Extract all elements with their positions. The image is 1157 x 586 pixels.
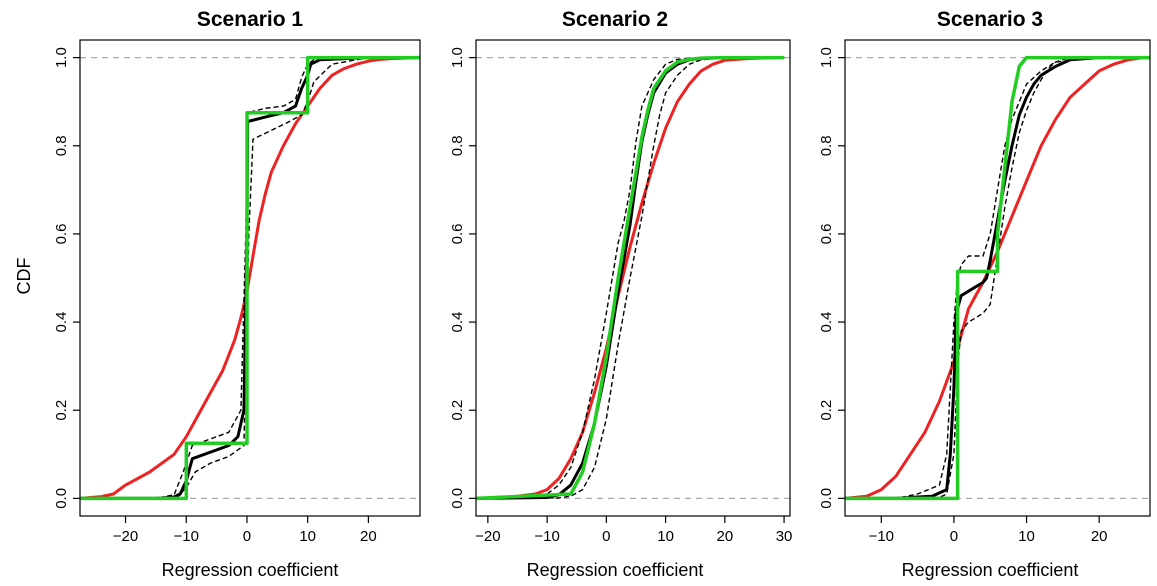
- series-line: [476, 55, 785, 501]
- x-tick-label: 10: [299, 528, 316, 545]
- y-tick-label: 0.6: [449, 223, 466, 244]
- y-tick-label: 0.6: [818, 223, 835, 244]
- series-line: [845, 55, 1150, 501]
- series-line: [476, 56, 785, 500]
- series-line: [845, 56, 1143, 500]
- x-tick-label: −10: [534, 528, 559, 545]
- series-line: [845, 56, 1143, 500]
- series-line: [476, 56, 785, 500]
- x-tick-label: 20: [1091, 528, 1108, 545]
- x-tick-label: −10: [174, 528, 199, 545]
- series-line: [80, 55, 420, 501]
- y-tick-label: 1.0: [818, 47, 835, 68]
- panel-title: Scenario 3: [937, 8, 1043, 31]
- y-tick-label: 0.0: [449, 488, 466, 509]
- panel-scenario-3: Scenario 3 Regression coefficient −10 0 10…: [818, 8, 1151, 580]
- series-line: [476, 56, 773, 500]
- series-line: [80, 56, 418, 500]
- y-tick-label: 0.2: [449, 400, 466, 421]
- series-group: [476, 55, 785, 501]
- plot-frame: [844, 39, 1151, 517]
- y-tick-label: 0.2: [53, 400, 70, 421]
- y-tick-label: 0.6: [53, 223, 70, 244]
- panel-title: Scenario 1: [197, 8, 304, 31]
- x-tick-label: 0: [243, 528, 251, 545]
- y-tick-label: 0.4: [818, 312, 835, 333]
- x-tick-label: 0: [950, 528, 958, 545]
- x-tick-label: −20: [113, 528, 138, 545]
- plot-area: −20 −10 0 10 20 30 0.0 0.2 0.4 0.6 0.8 1.0: [449, 39, 793, 545]
- panel-scenario-1: Scenario 1 Regression coefficient CDF −2…: [14, 8, 421, 580]
- y-tick-label: 0.8: [449, 135, 466, 156]
- y-tick-label: 0.4: [53, 312, 70, 333]
- x-axis-label: Regression coefficient: [527, 560, 704, 580]
- series-group: [80, 55, 420, 501]
- x-tick-label: 10: [1018, 528, 1035, 545]
- x-tick-label: 30: [776, 528, 793, 545]
- y-tick-label: 1.0: [53, 47, 70, 68]
- series-line: [476, 56, 785, 500]
- plot-area: −20 −10 0 10 20 0.0 0.2 0.4 0.6 0.8 1.0: [53, 39, 421, 545]
- y-tick-label: 0.2: [818, 400, 835, 421]
- series-line: [845, 56, 1143, 500]
- y-tick-label: 0.8: [818, 135, 835, 156]
- x-tick-label: 10: [657, 528, 674, 545]
- y-tick-label: 0.0: [53, 488, 70, 509]
- y-tick-label: 1.0: [449, 47, 466, 68]
- series-group: [845, 55, 1150, 501]
- series-line: [95, 56, 411, 500]
- y-axis-label: CDF: [14, 258, 34, 295]
- x-tick-label: 0: [602, 528, 610, 545]
- plot-area: −10 0 10 20 0.0 0.2 0.4 0.6 0.8 1.0: [818, 39, 1151, 545]
- panel-title: Scenario 2: [562, 8, 668, 31]
- x-axis-label: Regression coefficient: [162, 560, 339, 580]
- y-tick-label: 0.8: [53, 135, 70, 156]
- series-line: [95, 56, 411, 500]
- y-tick-label: 0.4: [449, 312, 466, 333]
- series-line: [845, 56, 1143, 500]
- x-tick-label: −10: [869, 528, 894, 545]
- x-tick-label: 20: [716, 528, 733, 545]
- plot-frame: [79, 39, 421, 517]
- x-tick-label: −20: [475, 528, 500, 545]
- y-tick-label: 0.0: [818, 488, 835, 509]
- panel-scenario-2: Scenario 2 Regression coefficient −20 −10…: [449, 8, 792, 580]
- x-axis-label: Regression coefficient: [902, 560, 1079, 580]
- plot-frame: [475, 39, 791, 517]
- x-tick-label: 20: [360, 528, 377, 545]
- series-line: [95, 56, 411, 500]
